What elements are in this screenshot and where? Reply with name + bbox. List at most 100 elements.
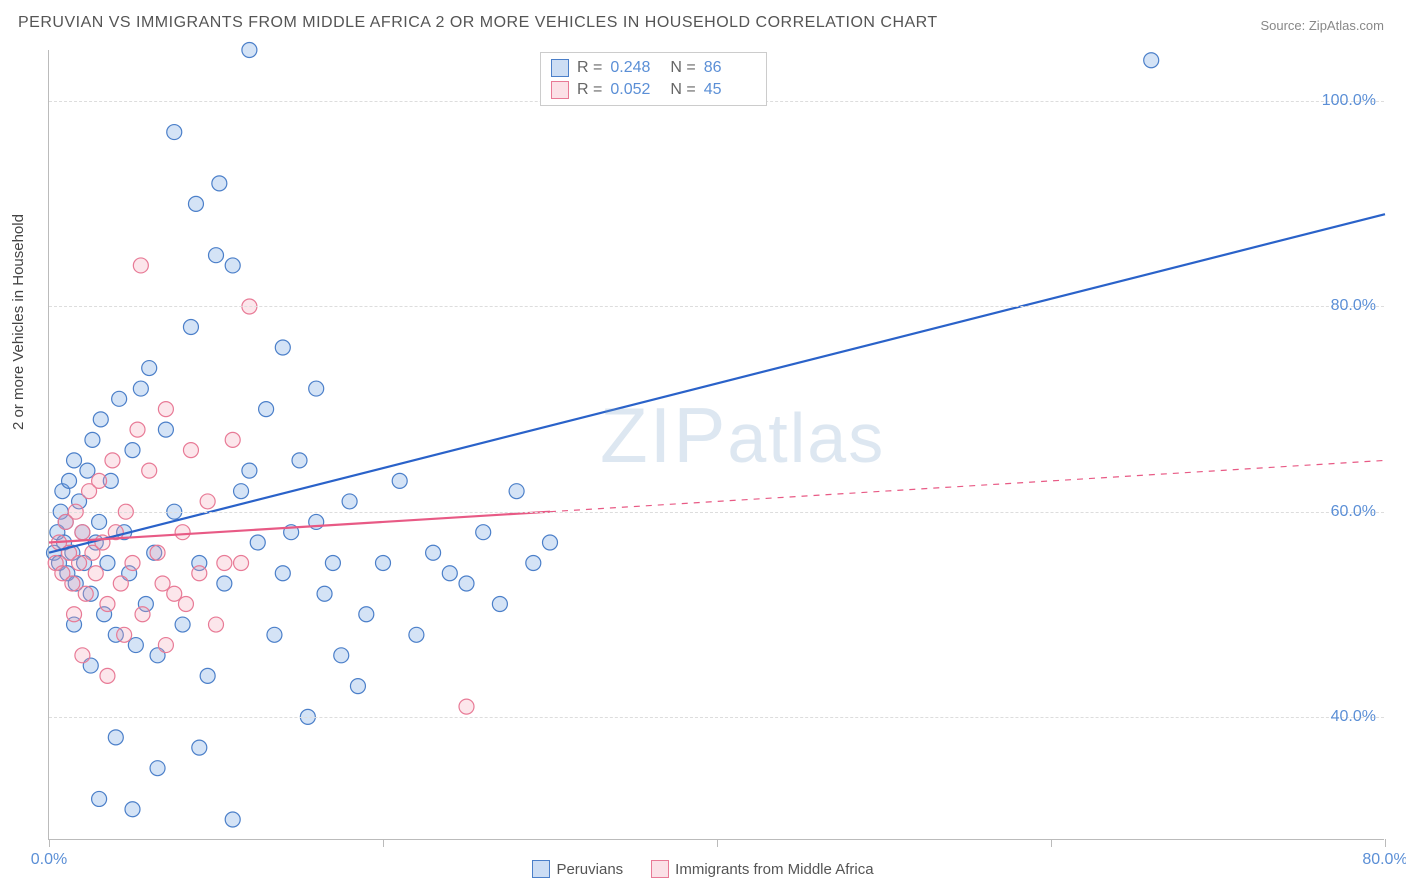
data-point <box>175 525 190 540</box>
data-point <box>128 638 143 653</box>
data-point <box>85 432 100 447</box>
data-point <box>133 381 148 396</box>
legend-swatch <box>532 860 550 878</box>
legend-n-value: 86 <box>704 59 756 77</box>
legend-n-label: N = <box>670 81 695 99</box>
data-point <box>334 648 349 663</box>
data-point <box>217 555 232 570</box>
data-point <box>158 422 173 437</box>
chart-plot-area: 40.0%60.0%80.0%100.0%0.0%80.0% <box>48 50 1384 840</box>
data-point <box>242 43 257 58</box>
data-point <box>183 320 198 335</box>
data-point <box>509 484 524 499</box>
data-point <box>158 638 173 653</box>
legend-swatch <box>551 81 569 99</box>
data-point <box>225 258 240 273</box>
data-point <box>105 453 120 468</box>
gridline <box>49 306 1384 307</box>
trend-line <box>49 214 1385 553</box>
data-point <box>188 196 203 211</box>
data-point <box>100 597 115 612</box>
data-point <box>150 761 165 776</box>
data-point <box>342 494 357 509</box>
series-legend: Peruvians Immigrants from Middle Africa <box>0 860 1406 882</box>
data-point <box>267 627 282 642</box>
data-point <box>183 443 198 458</box>
source-attribution: Source: ZipAtlas.com <box>1260 18 1384 33</box>
legend-series-name: Peruvians <box>556 861 623 878</box>
data-point <box>135 607 150 622</box>
data-point <box>100 555 115 570</box>
data-point <box>92 514 107 529</box>
data-point <box>92 473 107 488</box>
correlation-legend: R = 0.248 N = 86 R = 0.052 N = 45 <box>540 52 767 106</box>
data-point <box>543 535 558 550</box>
data-point <box>67 453 82 468</box>
data-point <box>75 525 90 540</box>
data-point <box>125 555 140 570</box>
x-tick <box>1385 839 1386 847</box>
legend-n-value: 45 <box>704 81 756 99</box>
legend-r-label: R = <box>577 81 602 99</box>
x-tick <box>1051 839 1052 847</box>
data-point <box>359 607 374 622</box>
data-point <box>67 607 82 622</box>
data-point <box>130 422 145 437</box>
data-point <box>113 576 128 591</box>
data-point <box>125 443 140 458</box>
data-point <box>192 566 207 581</box>
data-point <box>178 597 193 612</box>
data-point <box>442 566 457 581</box>
data-point <box>212 176 227 191</box>
data-point <box>93 412 108 427</box>
legend-r-value: 0.052 <box>610 81 662 99</box>
data-point <box>242 463 257 478</box>
data-point <box>150 545 165 560</box>
scatter-plot-svg <box>49 50 1384 839</box>
data-point <box>200 668 215 683</box>
data-point <box>292 453 307 468</box>
y-tick-label: 40.0% <box>1331 708 1376 726</box>
data-point <box>88 566 103 581</box>
gridline <box>49 717 1384 718</box>
data-point <box>376 555 391 570</box>
legend-n-label: N = <box>670 59 695 77</box>
y-tick-label: 100.0% <box>1322 92 1376 110</box>
legend-item: Immigrants from Middle Africa <box>651 860 873 878</box>
data-point <box>108 730 123 745</box>
data-point <box>100 668 115 683</box>
data-point <box>125 802 140 817</box>
trend-line-dashed <box>550 460 1385 511</box>
data-point <box>133 258 148 273</box>
data-point <box>476 525 491 540</box>
data-point <box>142 361 157 376</box>
source-link[interactable]: ZipAtlas.com <box>1309 18 1384 33</box>
data-point <box>309 381 324 396</box>
data-point <box>426 545 441 560</box>
data-point <box>92 791 107 806</box>
data-point <box>459 576 474 591</box>
source-label: Source: <box>1260 18 1308 33</box>
data-point <box>75 648 90 663</box>
data-point <box>167 586 182 601</box>
y-tick-label: 80.0% <box>1331 297 1376 315</box>
data-point <box>175 617 190 632</box>
y-tick-label: 60.0% <box>1331 503 1376 521</box>
data-point <box>234 555 249 570</box>
data-point <box>234 484 249 499</box>
data-point <box>225 812 240 827</box>
data-point <box>112 391 127 406</box>
chart-title: PERUVIAN VS IMMIGRANTS FROM MIDDLE AFRIC… <box>18 14 938 32</box>
legend-row: R = 0.052 N = 45 <box>551 79 756 101</box>
data-point <box>259 402 274 417</box>
data-point <box>492 597 507 612</box>
gridline <box>49 512 1384 513</box>
legend-item: Peruvians <box>532 860 623 878</box>
data-point <box>217 576 232 591</box>
legend-r-value: 0.248 <box>610 59 662 77</box>
data-point <box>142 463 157 478</box>
data-point <box>209 248 224 263</box>
data-point <box>192 740 207 755</box>
data-point <box>250 535 265 550</box>
data-point <box>62 473 77 488</box>
